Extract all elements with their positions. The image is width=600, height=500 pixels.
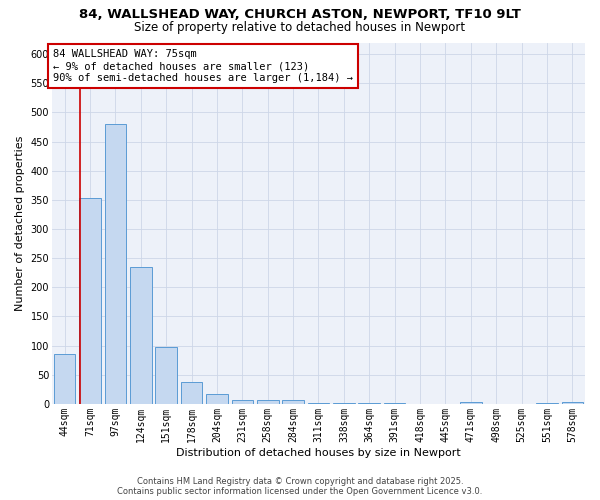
Text: 84, WALLSHEAD WAY, CHURCH ASTON, NEWPORT, TF10 9LT: 84, WALLSHEAD WAY, CHURCH ASTON, NEWPORT… (79, 8, 521, 20)
Bar (308, 403, 329, 404)
Bar (54, 354, 76, 404)
Text: 84 WALLSHEAD WAY: 75sqm
← 9% of detached houses are smaller (123)
90% of semi-de: 84 WALLSHEAD WAY: 75sqm ← 9% of detached… (53, 50, 353, 82)
Bar (283, 400, 304, 404)
Bar (130, 267, 152, 404)
Bar (104, 124, 126, 404)
Bar (79, 198, 101, 404)
Bar (562, 402, 583, 404)
Text: Size of property relative to detached houses in Newport: Size of property relative to detached ho… (134, 21, 466, 34)
Bar (155, 347, 177, 404)
X-axis label: Distribution of detached houses by size in Newport: Distribution of detached houses by size … (176, 448, 461, 458)
Bar (257, 400, 278, 404)
Bar (181, 382, 202, 404)
Bar (206, 394, 228, 404)
Text: Contains HM Land Registry data © Crown copyright and database right 2025.
Contai: Contains HM Land Registry data © Crown c… (118, 476, 482, 496)
Y-axis label: Number of detached properties: Number of detached properties (15, 136, 25, 311)
Bar (460, 402, 482, 404)
Bar (232, 400, 253, 404)
